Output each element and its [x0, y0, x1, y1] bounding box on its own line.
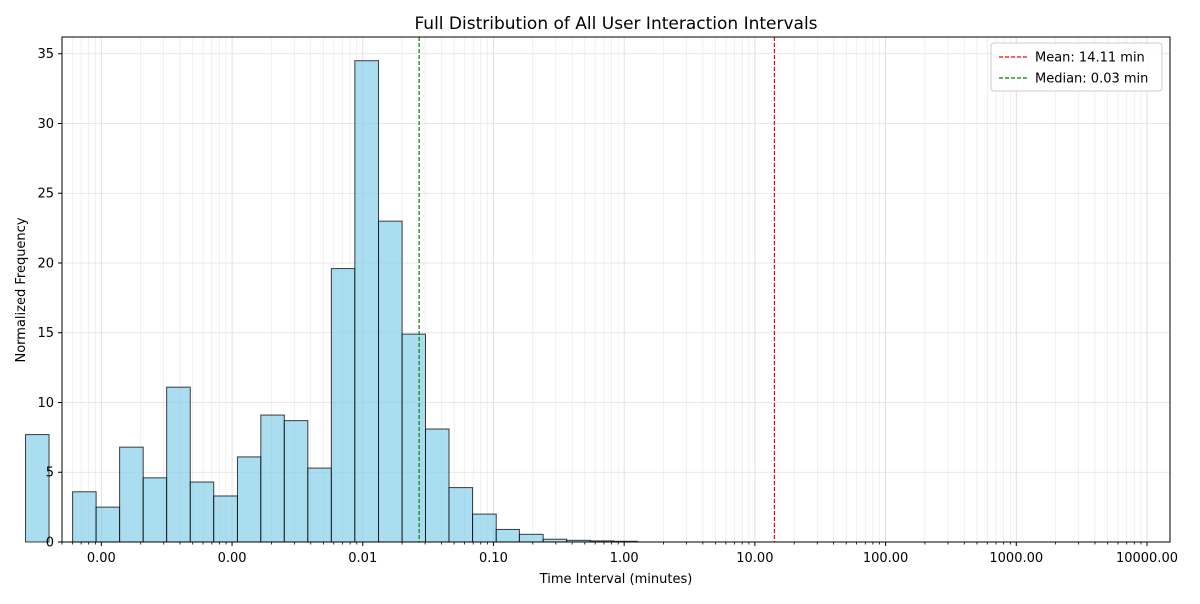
legend-label: Median: 0.03 min: [1035, 72, 1148, 87]
y-tick-label: 5: [46, 466, 54, 481]
x-tick-label: 10.00: [736, 551, 773, 566]
histogram-bar: [166, 386, 191, 543]
histogram-bar: [307, 467, 332, 543]
y-tick-label: 10: [37, 396, 54, 411]
x-tick-label: 100.00: [863, 551, 909, 566]
y-tick-label: 30: [37, 117, 54, 132]
histogram-bar: [25, 434, 50, 543]
x-axis-label: Time Interval (minutes): [539, 572, 693, 587]
y-axis-label: Normalized Frequency: [14, 217, 29, 362]
chart-title: Full Distribution of All User Interactio…: [414, 14, 817, 34]
histogram-bar: [236, 456, 262, 543]
x-tick-label: 0.00: [87, 551, 116, 566]
histogram-bar: [330, 268, 356, 543]
histogram-bar: [495, 528, 520, 543]
x-tick-label: 10000.00: [1116, 551, 1178, 566]
legend: Mean: 14.11 min Median: 0.03 min: [990, 42, 1163, 92]
x-tick-label: 1.00: [610, 551, 639, 566]
histogram-bar: [424, 428, 450, 543]
histogram-bar: [401, 333, 426, 543]
x-tick-label: 0.00: [218, 551, 247, 566]
histogram-bar: [213, 495, 238, 543]
histogram-bar: [119, 446, 144, 543]
histogram-bar: [189, 481, 215, 543]
y-tick-label: 0: [46, 536, 54, 551]
histogram-bar: [472, 513, 497, 543]
y-tick-label: 20: [37, 256, 54, 271]
y-tick-label: 35: [37, 47, 54, 62]
histogram-bar: [354, 60, 380, 543]
y-tick-label: 15: [37, 326, 54, 341]
x-tick-label: 0.10: [479, 551, 508, 566]
x-tick-label: 1000.00: [989, 551, 1043, 566]
histogram-bar: [72, 491, 97, 543]
legend-box: [990, 42, 1163, 92]
histogram-bar: [283, 420, 309, 543]
histogram-bar: [95, 506, 121, 543]
histogram-bar: [518, 533, 544, 543]
x-tick-label: 0.01: [348, 551, 377, 566]
histogram-bar: [260, 414, 285, 543]
histogram-bar: [448, 487, 474, 543]
histogram-bar: [142, 477, 168, 543]
histogram-bar: [378, 220, 403, 543]
y-tick-label: 25: [37, 187, 54, 202]
legend-label: Mean: 14.11 min: [1035, 51, 1145, 66]
plot-frame: [61, 36, 1171, 543]
